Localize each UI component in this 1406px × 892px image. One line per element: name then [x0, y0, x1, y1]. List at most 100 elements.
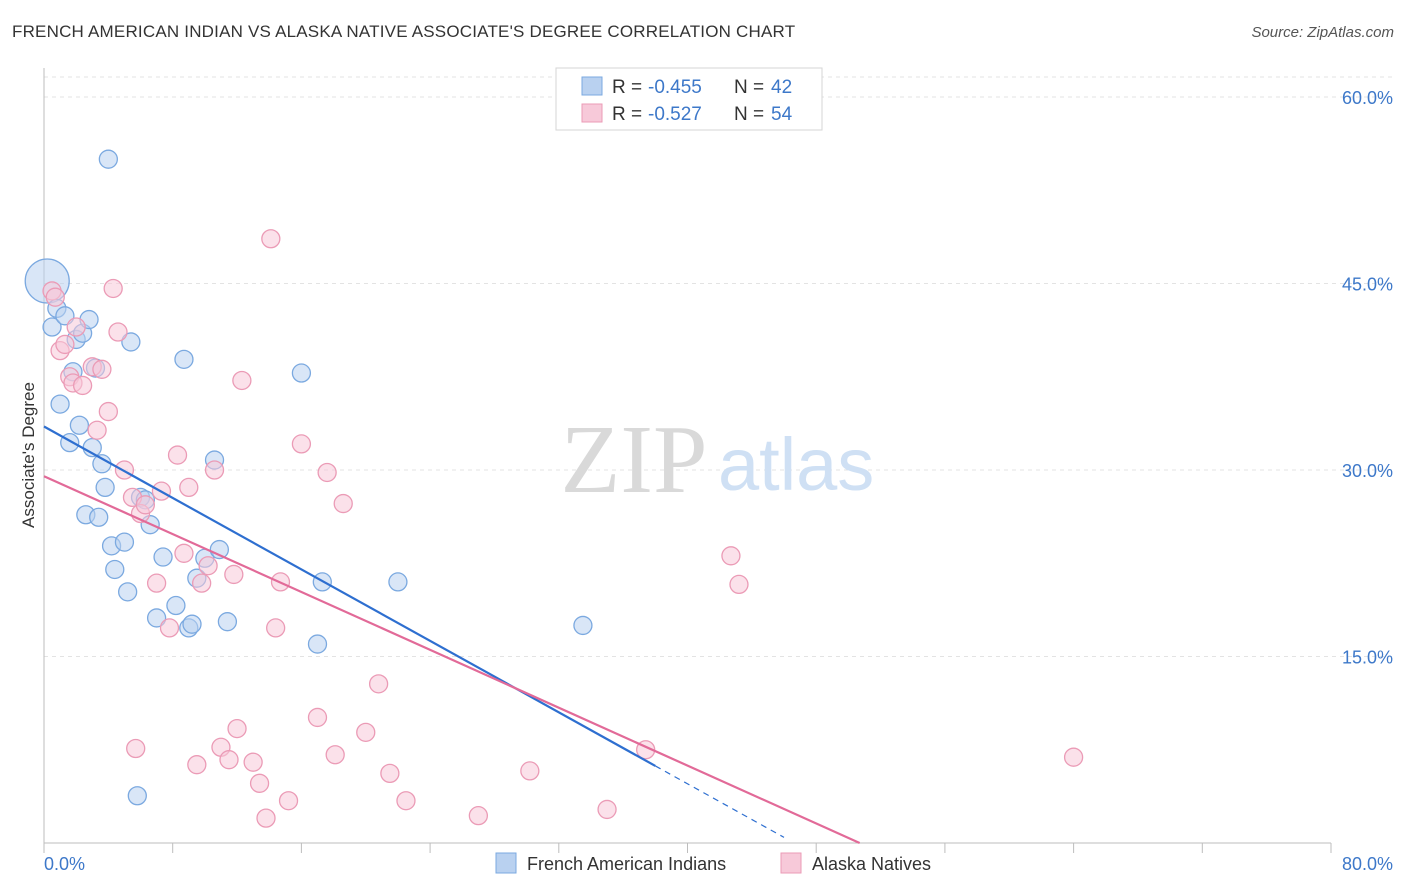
stats-r-label-1: R =	[612, 104, 642, 125]
y-axis-title: Associate's Degree	[19, 382, 38, 528]
point-alaska-natives-22	[167, 445, 188, 465]
chart-title: FRENCH AMERICAN INDIAN VS ALASKA NATIVE …	[12, 22, 796, 41]
point-alaska-natives-37	[261, 229, 281, 249]
axes	[43, 68, 1332, 853]
point-french-american-indians-14	[89, 507, 109, 527]
point-alaska-natives-19	[146, 573, 167, 593]
stats-legend: R = -0.455 N = 42 R = -0.527 N = 54	[555, 67, 823, 131]
point-alaska-natives-9	[87, 420, 107, 440]
watermark-atlas: atlas	[718, 423, 874, 506]
point-alaska-natives-38	[266, 618, 286, 638]
point-french-american-indians-39	[307, 634, 328, 654]
point-french-american-indians-27	[146, 608, 167, 628]
legend-swatch-alaska-natives	[780, 852, 802, 874]
legend-swatch-french-american-indians	[495, 852, 517, 874]
point-alaska-natives-27	[198, 556, 218, 576]
point-alaska-natives-34	[243, 752, 263, 772]
point-french-american-indians-22	[121, 332, 141, 352]
stats-n-value-0: 42	[771, 77, 792, 98]
point-alaska-natives-3	[55, 334, 75, 355]
stats-n-value-1: 54	[771, 104, 793, 125]
point-french-american-indians-37	[217, 612, 238, 632]
point-alaska-natives-18	[135, 495, 156, 515]
point-alaska-natives-13	[108, 322, 128, 342]
point-french-american-indians-1	[42, 317, 62, 337]
point-french-american-indians-21	[118, 582, 138, 602]
stats-r-value-1: -0.527	[648, 104, 702, 125]
stats-swatch-alaska-natives	[581, 103, 603, 123]
stats-r-value-0: -0.455	[648, 77, 702, 98]
point-alaska-natives-47	[368, 674, 389, 694]
legend-label-french-american-indians: French American Indians	[527, 854, 726, 874]
series-legend: French American Indians Alaska Natives	[495, 852, 931, 874]
data-points	[24, 149, 1084, 828]
point-alaska-natives-11	[98, 401, 118, 422]
stats-n-label-1: N =	[734, 104, 764, 125]
point-french-american-indians-16	[95, 477, 115, 498]
point-alaska-natives-50	[468, 805, 489, 826]
point-french-american-indians-41	[388, 572, 408, 592]
point-alaska-natives-12	[103, 278, 123, 299]
legend-label-alaska-natives: Alaska Natives	[812, 854, 931, 874]
stats-n-label-0: N =	[734, 77, 764, 98]
point-alaska-natives-10	[92, 359, 112, 379]
point-french-american-indians-28	[153, 547, 173, 567]
trend-line-extension-french-american-indians	[655, 765, 785, 838]
point-alaska-natives-21	[159, 618, 180, 638]
point-alaska-natives-25	[187, 755, 207, 775]
point-french-american-indians-30	[174, 349, 194, 369]
y-tick-label-45: 45.0%	[1342, 275, 1393, 295]
point-alaska-natives-26	[192, 573, 212, 593]
point-alaska-natives-44	[325, 745, 345, 765]
point-alaska-natives-6	[66, 317, 86, 337]
point-alaska-natives-30	[219, 750, 239, 770]
trend-lines	[43, 425, 861, 845]
point-alaska-natives-42	[307, 707, 328, 728]
point-french-american-indians-42	[573, 615, 593, 636]
point-alaska-natives-23	[174, 543, 194, 563]
point-alaska-natives-43	[317, 462, 337, 483]
y-tick-label-30: 30.0%	[1342, 461, 1393, 481]
point-alaska-natives-41	[291, 434, 312, 454]
point-alaska-natives-55	[729, 574, 749, 595]
point-alaska-natives-49	[396, 791, 416, 811]
point-alaska-natives-48	[380, 763, 400, 784]
point-alaska-natives-31	[224, 564, 244, 585]
source-label: Source: ZipAtlas.com	[1251, 24, 1394, 41]
x-tick-label-min: 0.0%	[44, 854, 85, 874]
point-alaska-natives-7	[72, 375, 93, 396]
point-alaska-natives-36	[256, 808, 276, 828]
x-tick-label-max: 80.0%	[1342, 854, 1393, 874]
point-alaska-natives-1	[45, 287, 65, 307]
point-alaska-natives-56	[1063, 747, 1084, 767]
point-french-american-indians-8	[69, 415, 90, 435]
stats-swatch-french-american-indians	[581, 76, 603, 96]
point-french-american-indians-23	[127, 786, 147, 806]
watermark-zip: ZIP	[561, 406, 708, 514]
point-alaska-natives-52	[597, 799, 617, 820]
point-french-american-indians-29	[166, 595, 186, 616]
stats-r-label-0: R =	[612, 77, 642, 98]
y-tick-label-60: 60.0%	[1342, 88, 1393, 108]
point-french-american-indians-19	[105, 559, 125, 580]
point-alaska-natives-40	[278, 791, 299, 811]
point-french-american-indians-38	[291, 363, 312, 383]
point-alaska-natives-28	[204, 460, 225, 480]
point-alaska-natives-51	[520, 761, 540, 781]
point-french-american-indians-3	[50, 394, 70, 414]
point-alaska-natives-33	[232, 370, 252, 391]
point-alaska-natives-46	[356, 722, 376, 742]
point-alaska-natives-24	[179, 477, 199, 498]
trend-line-alaska-natives	[43, 475, 861, 845]
point-alaska-natives-54	[721, 546, 741, 566]
point-alaska-natives-45	[333, 493, 353, 514]
point-alaska-natives-16	[126, 738, 146, 759]
trend-line-french-american-indians	[43, 425, 656, 767]
point-french-american-indians-20	[114, 532, 135, 552]
watermark: ZIP atlas	[561, 406, 875, 514]
point-french-american-indians-32	[182, 614, 202, 634]
point-french-american-indians-17	[98, 149, 118, 169]
point-alaska-natives-32	[227, 718, 247, 739]
point-alaska-natives-35	[249, 773, 270, 793]
